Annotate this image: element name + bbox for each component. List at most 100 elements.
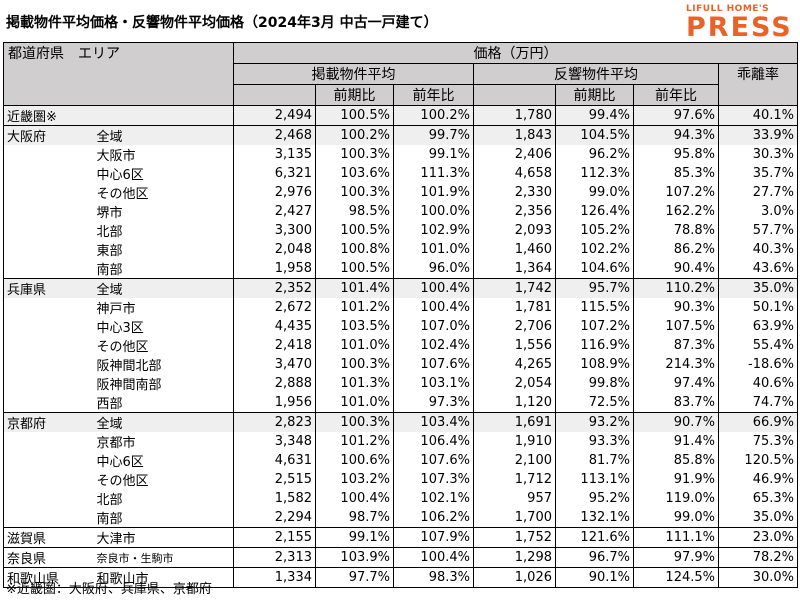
value-cell-ry: 214.3% (633, 355, 719, 374)
value-cell-lp: 6,321 (233, 164, 316, 183)
value-cell-lq: 100.2% (315, 125, 394, 145)
value-cell-dv: 75.3% (718, 432, 798, 451)
area-cell: 北部 (93, 221, 234, 240)
value-cell-rq: 116.9% (555, 336, 634, 355)
value-cell-rp: 1,298 (473, 547, 556, 568)
area-cell: 京都市 (93, 432, 234, 451)
area-cell: 西部 (93, 393, 234, 413)
prefecture-cell: 奈良県 (3, 547, 94, 568)
value-cell-lp: 1,958 (233, 259, 316, 279)
area-cell: 中心6区 (93, 164, 234, 183)
value-cell-ly: 107.6% (393, 451, 474, 470)
value-cell-rq: 115.5% (555, 298, 634, 317)
value-cell-rq: 112.3% (555, 164, 634, 183)
prefecture-cell (3, 489, 94, 508)
value-cell-lq: 101.0% (315, 393, 394, 413)
area-cell: 中心3区 (93, 317, 234, 336)
prefecture-cell (3, 164, 94, 183)
value-cell-rq: 96.7% (555, 547, 634, 568)
value-cell-ly: 100.4% (393, 278, 474, 298)
value-cell-dv: 30.3% (718, 145, 798, 164)
value-cell-dv: 35.7% (718, 164, 798, 183)
value-cell-rp: 4,265 (473, 355, 556, 374)
value-cell-ly: 107.0% (393, 317, 474, 336)
value-cell-lq: 97.7% (315, 567, 394, 588)
table-row: 南部 2,294 98.7% 106.2% 1,700 132.1% 99.0% 35.0% (3, 508, 798, 528)
value-cell-rp: 1,026 (473, 567, 556, 588)
value-cell-ly: 111.3% (393, 164, 474, 183)
prefecture-cell (3, 183, 94, 202)
area-cell: 奈良市・生駒市 (93, 547, 234, 568)
table-row: 近畿圏※ 2,494 100.5% 100.2% 1,780 99.4% 97.6% 40.1… (3, 105, 798, 126)
header-listing-qoq: 前期比 (315, 84, 394, 106)
table-row: 京都府 全域 2,823 100.3% 103.4% 1,691 93.2% 90.7% 66.… (3, 412, 798, 432)
value-cell-ly: 106.2% (393, 508, 474, 528)
header-row-1: 都道府県 エリア 価格（万円） (3, 42, 798, 106)
prefecture-cell (3, 317, 94, 336)
value-cell-lq: 100.6% (315, 451, 394, 470)
value-cell-rp: 1,752 (473, 527, 556, 548)
value-cell-rp: 2,706 (473, 317, 556, 336)
value-cell-ry: 110.2% (633, 278, 719, 298)
value-cell-rp: 1,364 (473, 259, 556, 279)
value-cell-lq: 100.8% (315, 240, 394, 259)
prefecture-cell (3, 259, 94, 279)
value-cell-rp: 2,054 (473, 374, 556, 393)
area-cell: 全域 (93, 125, 234, 145)
table-row: 南部 1,958 100.5% 96.0% 1,364 104.6% 90.4% 43.6% (3, 259, 798, 279)
value-cell-ly: 107.6% (393, 355, 474, 374)
table-row: 阪神間南部 2,888 101.3% 103.1% 2,054 99.8% 97.4% 40.… (3, 374, 798, 393)
value-cell-lp: 1,334 (233, 567, 316, 588)
value-cell-dv: 27.7% (718, 183, 798, 202)
area-cell: 大津市 (93, 527, 234, 548)
header-region: 都道府県 エリア (3, 42, 234, 106)
value-cell-rp: 2,100 (473, 451, 556, 470)
prefecture-cell (3, 221, 94, 240)
prefecture-cell: 和歌山県 (3, 567, 94, 588)
prefecture-cell (3, 298, 94, 317)
prefecture-cell (3, 451, 94, 470)
value-cell-lp: 1,582 (233, 489, 316, 508)
prefecture-cell (3, 240, 94, 259)
value-cell-lq: 100.3% (315, 183, 394, 202)
value-cell-ly: 107.9% (393, 527, 474, 548)
value-cell-lq: 99.1% (315, 527, 394, 548)
value-cell-ly: 107.3% (393, 470, 474, 489)
table-row: 奈良県 奈良市・生駒市 2,313 103.9% 100.4% 1,298 96.7% 97.… (3, 547, 798, 568)
value-cell-dv: 46.9% (718, 470, 798, 489)
area-cell: その他区 (93, 183, 234, 202)
area-cell: 阪神間北部 (93, 355, 234, 374)
value-cell-dv: 3.0% (718, 202, 798, 221)
logo-top-text: LIFULL HOME'S (686, 4, 770, 14)
value-cell-dv: 23.0% (718, 527, 798, 548)
value-cell-ly: 97.3% (393, 393, 474, 413)
value-cell-dv: 78.2% (718, 547, 798, 568)
value-cell-rq: 81.7% (555, 451, 634, 470)
value-cell-lq: 100.3% (315, 412, 394, 432)
prefecture-cell (3, 432, 94, 451)
table-row: 大阪府 全域 2,468 100.2% 99.7% 1,843 104.5% 94.3% 33.… (3, 125, 798, 145)
value-cell-ry: 99.0% (633, 508, 719, 528)
value-cell-lq: 101.3% (315, 374, 394, 393)
value-cell-dv: 40.1% (718, 105, 798, 126)
value-cell-ly: 100.2% (393, 105, 474, 126)
value-cell-lp: 3,300 (233, 221, 316, 240)
value-cell-ry: 124.5% (633, 567, 719, 588)
table-row: 京都市 3,348 101.2% 106.4% 1,910 93.3% 91.4% 75.3% (3, 432, 798, 451)
value-cell-ry: 90.4% (633, 259, 719, 279)
value-cell-lp: 2,888 (233, 374, 316, 393)
value-cell-rq: 126.4% (555, 202, 634, 221)
table-row: 和歌山県 和歌山市 1,334 97.7% 98.3% 1,026 90.1% 124.5% 3… (3, 567, 798, 588)
table-row: その他区 2,418 101.0% 102.4% 1,556 116.9% 87.3% 55.… (3, 336, 798, 355)
prefecture-cell: 京都府 (3, 412, 94, 432)
value-cell-lp: 2,294 (233, 508, 316, 528)
value-cell-lq: 103.2% (315, 470, 394, 489)
prefecture-cell: 大阪府 (3, 125, 94, 145)
table-row: 東部 2,048 100.8% 101.0% 1,460 102.2% 86.2% 40.3% (3, 240, 798, 259)
value-cell-lq: 100.5% (315, 221, 394, 240)
value-cell-lp: 2,515 (233, 470, 316, 489)
value-cell-ry: 90.7% (633, 412, 719, 432)
area-cell: 阪神間南部 (93, 374, 234, 393)
value-cell-ry: 85.3% (633, 164, 719, 183)
value-cell-lp: 2,823 (233, 412, 316, 432)
